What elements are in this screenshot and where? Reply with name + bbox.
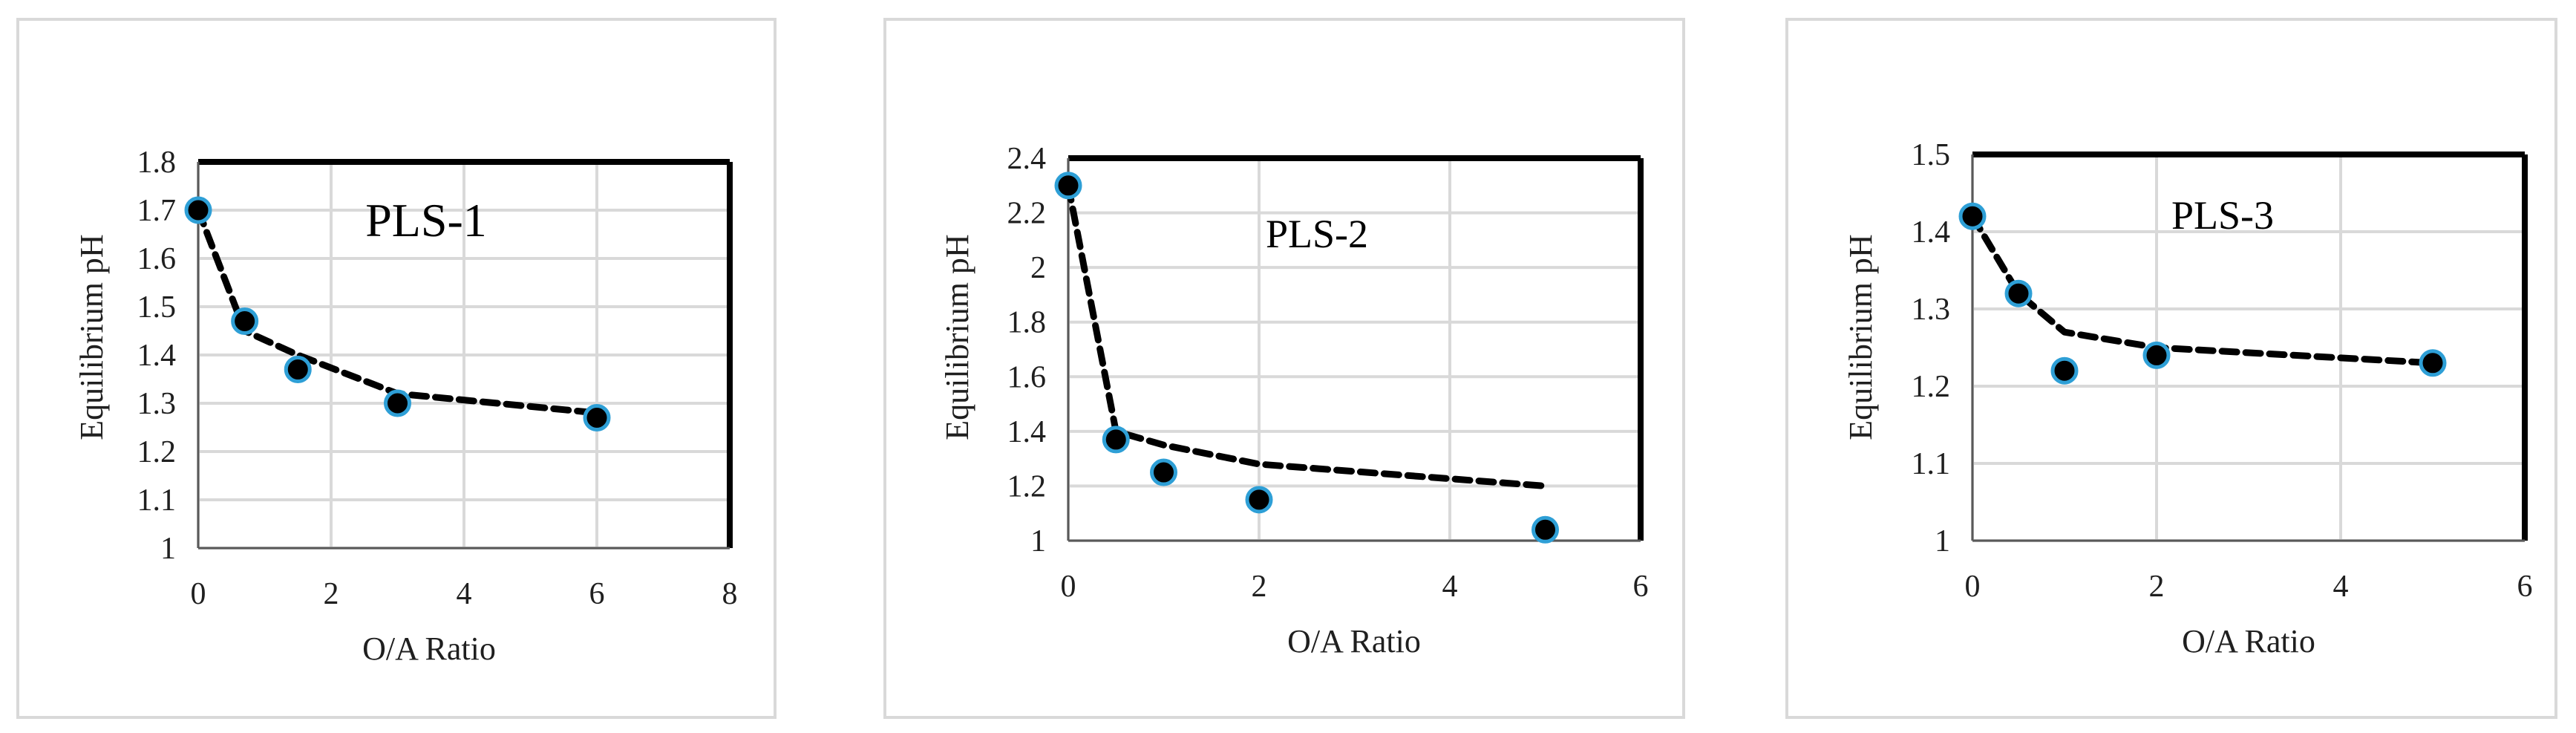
x-axis-title: O/A Ratio — [1287, 623, 1421, 659]
y-tick-label: 2.4 — [1007, 142, 1047, 176]
data-point — [1531, 515, 1559, 544]
data-point — [1958, 202, 1987, 230]
y-axis-title: Equilibrium pH — [939, 234, 975, 440]
y-tick-label: 1.6 — [137, 242, 177, 276]
y-axis-title: Equilibrium pH — [73, 234, 110, 440]
x-tick-label: 2 — [1252, 570, 1267, 604]
data-point — [2050, 356, 2079, 385]
y-tick-label: 1.3 — [137, 387, 177, 421]
chart-title: PLS-1 — [365, 194, 487, 247]
x-tick-label: 4 — [1442, 570, 1458, 604]
x-tick-label: 0 — [191, 577, 206, 611]
x-tick-label: 0 — [1061, 570, 1076, 604]
x-tick-label: 0 — [1965, 570, 1981, 604]
data-point — [2004, 279, 2033, 307]
x-tick-label: 4 — [457, 577, 472, 611]
chart-title: PLS-2 — [1266, 212, 1368, 256]
y-tick-label: 1.3 — [1912, 293, 1951, 327]
data-point — [583, 404, 611, 431]
data-point — [231, 307, 259, 335]
chart-svg-pls-2: 1 1.2 1.4 1.6 1.8 2 2.2 2.4 0 2 4 6 Equilibrium pH O/… — [939, 142, 1649, 659]
x-tick-label: 2 — [324, 577, 339, 611]
data-point — [284, 356, 312, 383]
y-tick-label: 2.2 — [1007, 197, 1047, 231]
x-tick-label: 6 — [1633, 570, 1649, 604]
x-axis-title: O/A Ratio — [362, 631, 496, 667]
data-point — [184, 196, 212, 224]
trend-line — [1969, 212, 2436, 367]
data-point — [1102, 426, 1130, 454]
chart-svg-pls-1: 1 1.1 1.2 1.3 1.4 1.5 1.6 1.7 1.8 0 2 4 6 8 Equilibriu… — [73, 146, 738, 667]
y-tick-label: 1.5 — [1912, 138, 1951, 172]
chart-title: PLS-3 — [2171, 193, 2274, 238]
data-point — [1245, 486, 1273, 514]
y-tick-label: 1 — [1030, 524, 1046, 558]
y-tick-label: 1 — [1935, 524, 1950, 558]
data-point — [1150, 458, 1177, 486]
y-tick-label: 1.4 — [137, 339, 177, 373]
x-tick-label: 6 — [2517, 570, 2533, 604]
chart-panel-pls-3: 1 1.1 1.2 1.3 1.4 1.5 0 2 4 6 Equilibrium pH O/A Ra… — [1785, 18, 2557, 719]
y-tick-label: 1.8 — [1007, 306, 1047, 340]
trend-line — [1065, 182, 1549, 489]
y-tick-label: 1.4 — [1007, 415, 1047, 449]
y-tick-label: 1 — [160, 532, 176, 566]
x-tick-label: 2 — [2149, 570, 2165, 604]
trend-line — [194, 206, 601, 417]
x-tick-label: 8 — [722, 577, 738, 611]
y-tick-label: 2 — [1030, 251, 1046, 285]
y-tick-label: 1.1 — [1912, 447, 1951, 481]
y-tick-label: 1.2 — [1912, 370, 1951, 404]
y-tick-label: 1.7 — [137, 194, 177, 228]
y-tick-label: 1.2 — [137, 435, 177, 469]
x-tick-label: 6 — [589, 577, 605, 611]
data-point — [2419, 349, 2447, 377]
x-axis-title: O/A Ratio — [2182, 623, 2315, 659]
data-point — [2142, 341, 2171, 369]
y-tick-label: 1.8 — [137, 146, 177, 180]
y-axis-title: Equilibrium pH — [1843, 234, 1879, 440]
y-tick-label: 1.2 — [1007, 469, 1047, 504]
y-tick-label: 1.4 — [1912, 215, 1951, 250]
chart-panel-pls-1: 1 1.1 1.2 1.3 1.4 1.5 1.6 1.7 1.8 0 2 4 6 8 Equilibriu… — [16, 18, 777, 719]
x-tick-label: 4 — [2333, 570, 2349, 604]
chart-svg-pls-3: 1 1.1 1.2 1.3 1.4 1.5 0 2 4 6 Equilibrium pH O/A Ra… — [1843, 138, 2533, 659]
chart-panel-pls-2: 1 1.2 1.4 1.6 1.8 2 2.2 2.4 0 2 4 6 Equilibrium pH O/… — [883, 18, 1685, 719]
y-tick-label: 1.1 — [137, 483, 177, 518]
data-point — [1054, 172, 1082, 200]
y-tick-label: 1.5 — [137, 290, 177, 325]
y-tick-label: 1.6 — [1007, 360, 1047, 394]
data-point — [384, 389, 411, 417]
